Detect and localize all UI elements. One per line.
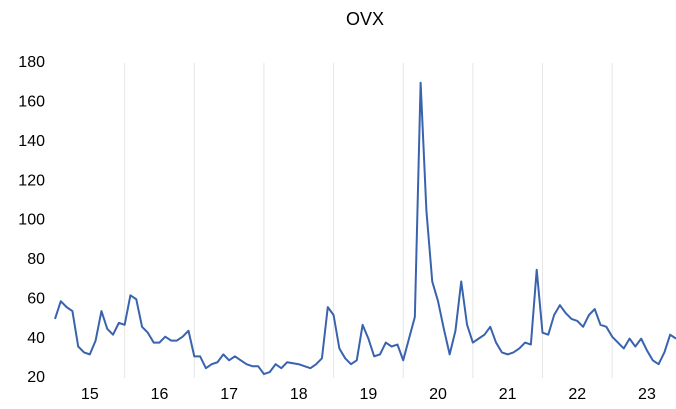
x-tick-label: 19 bbox=[359, 386, 377, 403]
y-tick-label: 40 bbox=[27, 330, 45, 347]
x-tick-label: 15 bbox=[81, 386, 99, 403]
y-tick-label: 160 bbox=[18, 94, 45, 111]
x-tick-label: 21 bbox=[499, 386, 517, 403]
y-tick-label: 120 bbox=[18, 172, 45, 189]
x-tick-label: 20 bbox=[429, 386, 447, 403]
x-tick-label: 17 bbox=[220, 386, 238, 403]
x-tick-label: 18 bbox=[290, 386, 308, 403]
y-tick-label: 140 bbox=[18, 133, 45, 150]
y-tick-label: 180 bbox=[18, 54, 45, 71]
x-tick-label: 23 bbox=[638, 386, 656, 403]
y-tick-label: 60 bbox=[27, 290, 45, 307]
line bbox=[54, 81, 676, 376]
y-tick-label: 80 bbox=[27, 251, 45, 268]
y-tick-label: 100 bbox=[18, 212, 45, 229]
x-tick-label: 22 bbox=[568, 386, 586, 403]
chart-title: OVX bbox=[346, 9, 384, 29]
x-tick-label: 16 bbox=[151, 386, 169, 403]
y-tick-label: 20 bbox=[27, 369, 45, 386]
